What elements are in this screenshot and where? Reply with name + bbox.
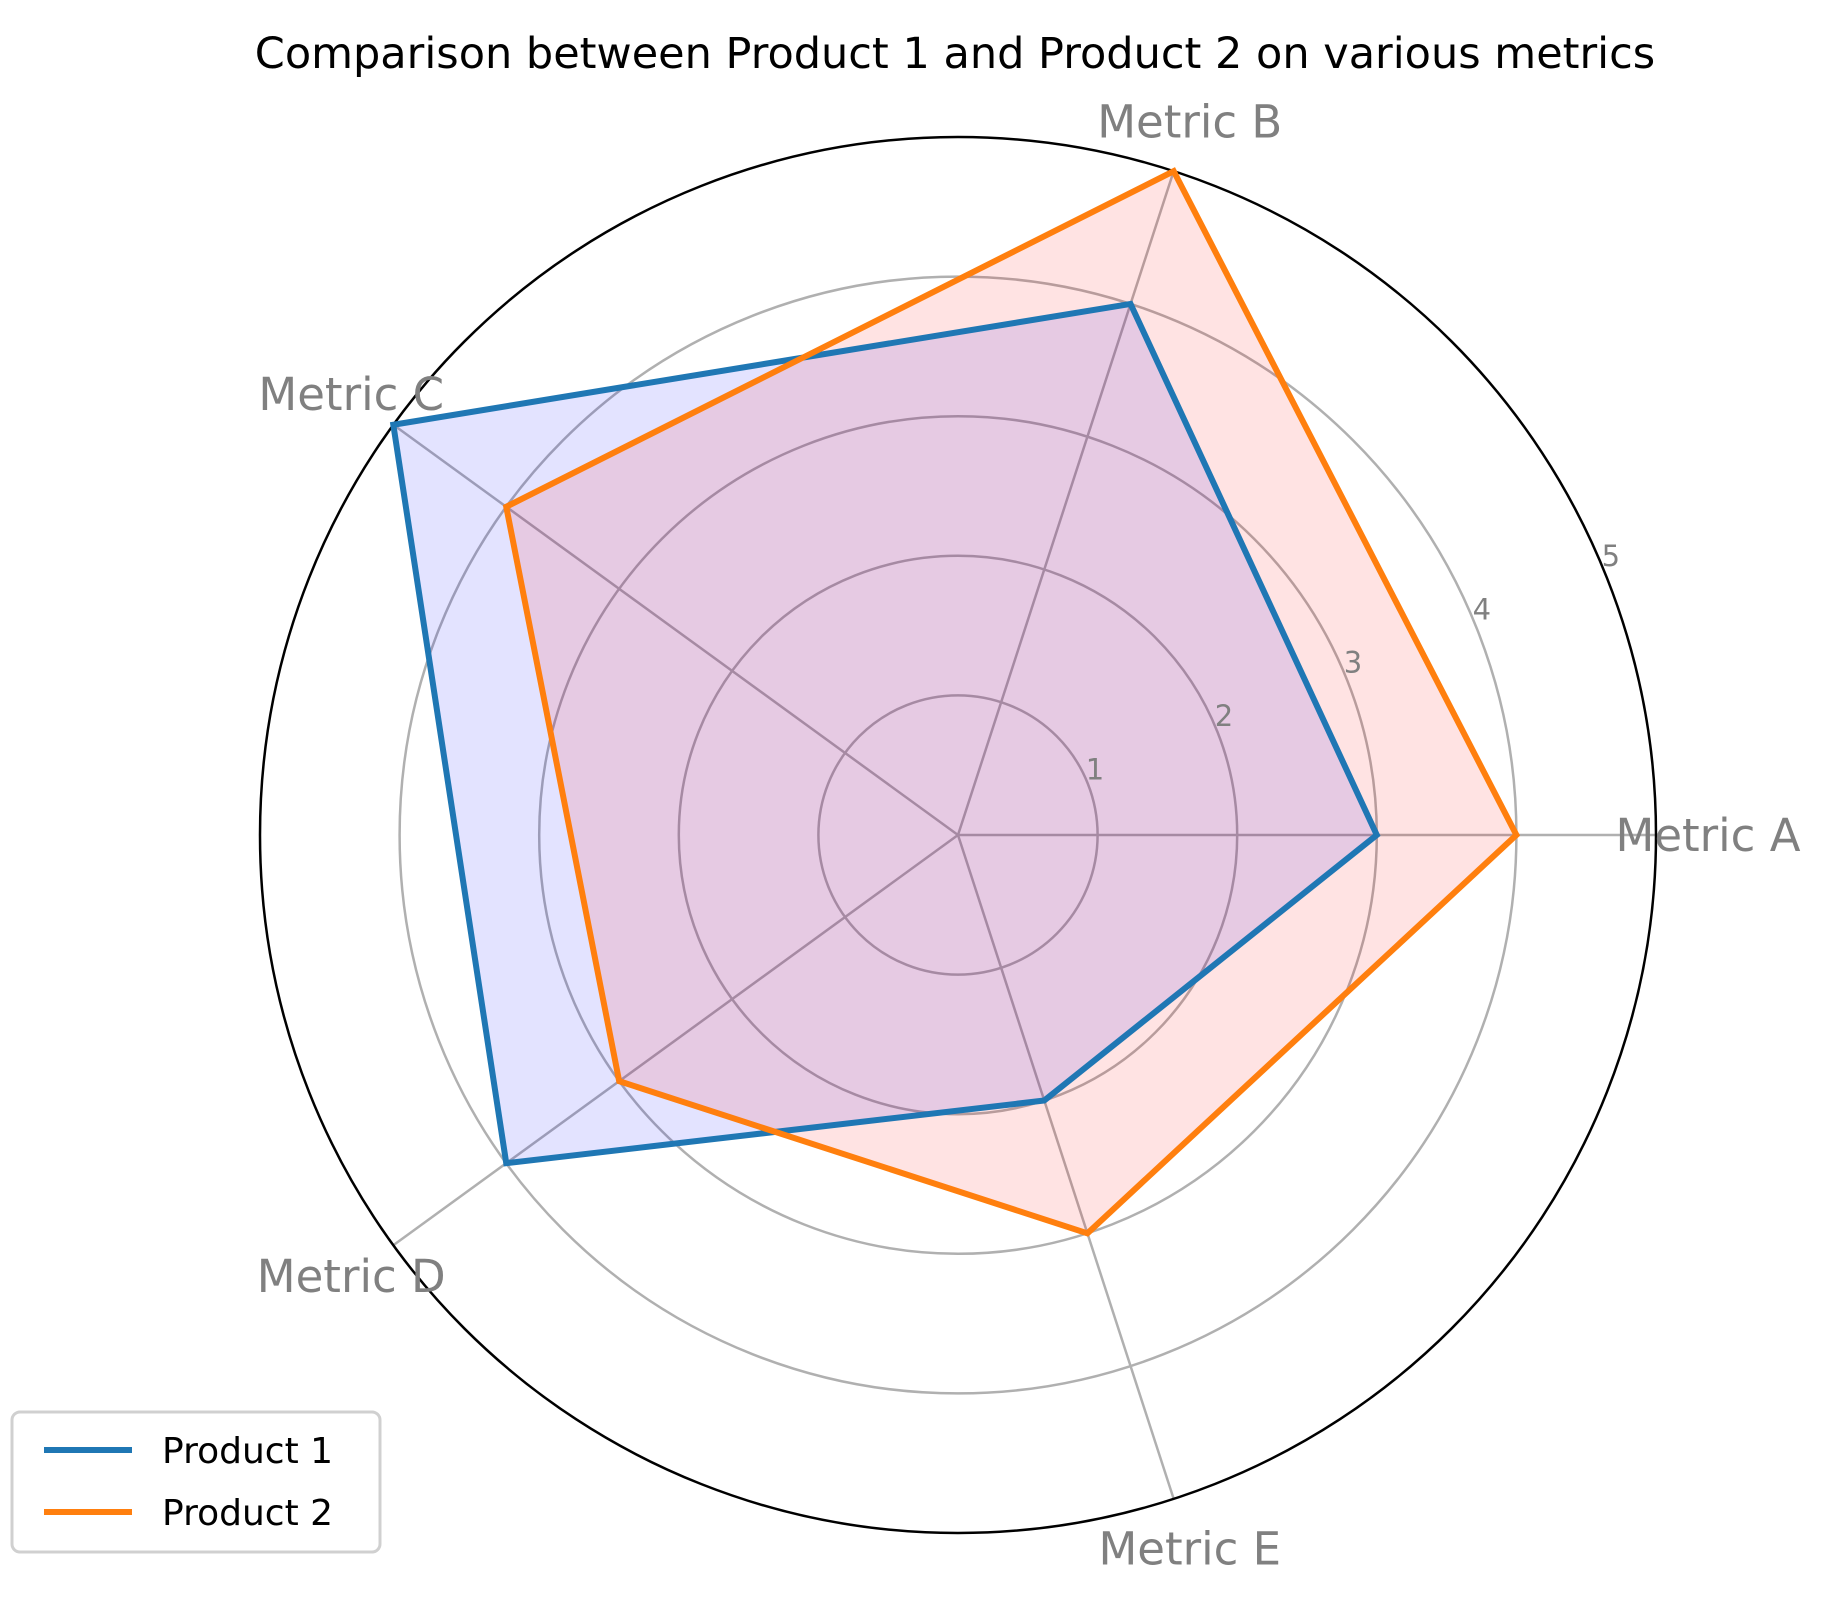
category-label: Metric A — [1616, 809, 1801, 862]
label-layer: 1 2 3 4 5 Metric A Metric B Metric C Metric D Met… — [257, 96, 1801, 1576]
legend-label-product-2: Product 2 — [162, 1493, 333, 1534]
radial-tick-label: 2 — [1215, 699, 1233, 733]
legend-label-product-1: Product 1 — [162, 1431, 333, 1472]
series-line-1 — [389, 300, 1381, 1167]
radial-tick-label: 3 — [1344, 646, 1362, 680]
category-label: Metric C — [258, 368, 444, 421]
series-layer — [389, 167, 1521, 1237]
legend: Product 1 Product 2 — [10, 1410, 382, 1554]
series-fill-1 — [393, 303, 1377, 1164]
chart-title: Comparison between Product 1 and Product… — [255, 29, 1655, 79]
series-line-2 — [502, 167, 1521, 1237]
spoke-line-2 — [956, 170, 1175, 836]
spoke-line-5 — [956, 834, 1175, 1500]
radial-tick-label: 5 — [1602, 539, 1620, 573]
radial-tick-label: 1 — [1086, 753, 1104, 787]
category-label: Metric E — [1098, 1522, 1281, 1575]
spoke-line-3 — [392, 423, 959, 837]
category-label: Metric B — [1097, 96, 1282, 149]
radial-tick-label: 4 — [1473, 592, 1491, 626]
outer-frame — [258, 135, 1658, 1535]
category-label: Metric D — [257, 1250, 446, 1303]
spoke-line-4 — [392, 833, 959, 1247]
series-fill-2 — [506, 171, 1517, 1234]
